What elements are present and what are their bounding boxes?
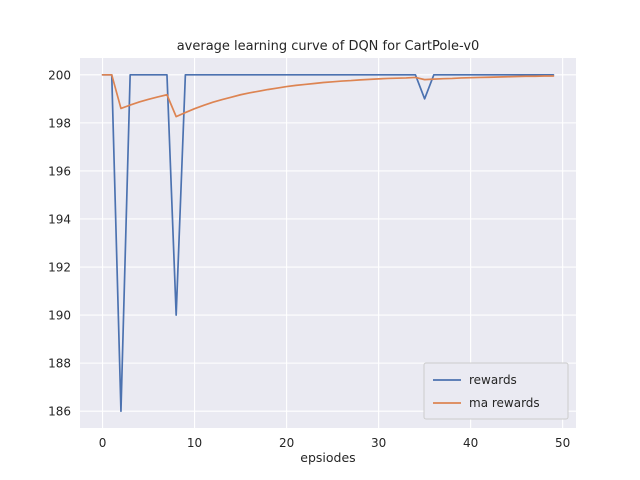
x-tick-label: 50 [555,436,570,450]
chart-title: average learning curve of DQN for CartPo… [177,39,480,54]
y-tick-label: 200 [48,68,71,82]
y-tick-label: 192 [48,261,71,275]
y-tick-label: 186 [48,405,71,419]
plot-layer: 186 188 190 192 194 196 198 200 0 10 20 30 40 50 [48,58,576,450]
x-tick-label: 30 [371,436,386,450]
y-tick-label: 196 [48,164,71,178]
series-line-ma-rewards [101,73,555,118]
y-tick-label: 190 [48,309,71,323]
legend-label-rewards: rewards [469,373,517,387]
legend-box [423,362,569,420]
series-line-rewards [101,73,555,413]
x-axis-label: epsiodes [300,450,355,465]
legend-label-ma-rewards: ma rewards [469,396,540,410]
legend: rewards ma rewards [423,362,569,420]
y-tick-label: 194 [48,212,71,226]
y-tick-label: 198 [48,116,71,130]
x-tick-label: 10 [187,436,202,450]
x-tick-label: 40 [463,436,478,450]
y-tick-label: 188 [48,357,71,371]
x-tick-label: 0 [99,436,107,450]
x-tick-label: 20 [279,436,294,450]
